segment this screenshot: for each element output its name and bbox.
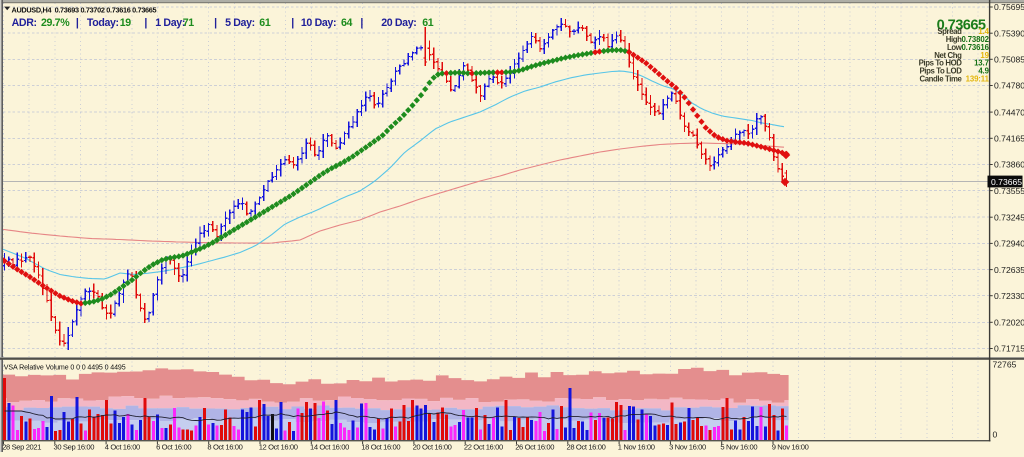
svg-text:Spread: Spread <box>937 27 962 36</box>
svg-text:0.74470: 0.74470 <box>994 107 1024 117</box>
svg-text:Candle Time: Candle Time <box>919 74 962 83</box>
svg-text:0.73802: 0.73802 <box>961 35 989 44</box>
svg-text:Pips To HOD: Pips To HOD <box>919 59 963 68</box>
svg-text:0.72635: 0.72635 <box>994 265 1024 275</box>
svg-text:28 Oct 16:00: 28 Oct 16:00 <box>567 443 606 452</box>
svg-text:139:11: 139:11 <box>966 74 990 83</box>
svg-text:10 Day:: 10 Day: <box>301 17 336 29</box>
svg-text:19: 19 <box>120 17 132 29</box>
svg-text:28 Sep 2021: 28 Sep 2021 <box>2 443 41 452</box>
svg-text:61: 61 <box>259 17 271 29</box>
svg-text:0.75695: 0.75695 <box>994 2 1024 12</box>
svg-text:0.72020: 0.72020 <box>994 318 1024 328</box>
svg-text:Pips To LOD: Pips To LOD <box>919 67 962 76</box>
svg-text:26 Oct 16:00: 26 Oct 16:00 <box>515 443 554 452</box>
svg-text:Today:: Today: <box>87 17 119 29</box>
svg-text:0.73665: 0.73665 <box>991 177 1022 187</box>
svg-text:0.74780: 0.74780 <box>994 81 1024 91</box>
svg-text:1.4: 1.4 <box>978 27 989 36</box>
svg-text:14 Oct 16:00: 14 Oct 16:00 <box>310 443 349 452</box>
svg-text:0.73860: 0.73860 <box>994 160 1024 170</box>
svg-text:64: 64 <box>341 17 353 29</box>
svg-text:71: 71 <box>183 17 195 29</box>
svg-text:|: | <box>144 17 147 29</box>
svg-text:0: 0 <box>993 430 998 440</box>
svg-text:0.73665: 0.73665 <box>937 17 986 33</box>
svg-text:12 Oct 16:00: 12 Oct 16:00 <box>259 443 298 452</box>
svg-text:0.74165: 0.74165 <box>994 134 1024 144</box>
svg-text:Low: Low <box>947 43 963 52</box>
svg-text:3 Nov 16:00: 3 Nov 16:00 <box>669 443 706 452</box>
svg-text:5 Nov 16:00: 5 Nov 16:00 <box>720 443 757 452</box>
svg-text:0.73245: 0.73245 <box>994 212 1024 222</box>
svg-text:1 Nov 16:00: 1 Nov 16:00 <box>618 443 655 452</box>
svg-text:4 Oct 16:00: 4 Oct 16:00 <box>105 443 140 452</box>
svg-text:|: | <box>76 17 79 29</box>
svg-text:0.75390: 0.75390 <box>994 28 1024 38</box>
svg-text:0.72940: 0.72940 <box>994 239 1024 249</box>
svg-text:9 Nov 16:00: 9 Nov 16:00 <box>772 443 809 452</box>
svg-text:0.72330: 0.72330 <box>994 291 1024 301</box>
svg-text:5 Day:: 5 Day: <box>225 17 255 29</box>
svg-text:13.7: 13.7 <box>974 59 989 68</box>
svg-text:20 Oct 16:00: 20 Oct 16:00 <box>413 443 452 452</box>
svg-text:0.73616: 0.73616 <box>961 43 989 52</box>
svg-text:Net Chg: Net Chg <box>934 51 962 60</box>
svg-text:AUDUSD,H4 0.73693 0.73702 0.7: AUDUSD,H4 0.73693 0.73702 0.73616 0.7366… <box>12 5 157 14</box>
svg-text:20 Day:: 20 Day: <box>381 17 416 29</box>
svg-text:30 Sep 16:00: 30 Sep 16:00 <box>54 443 95 452</box>
svg-text:VSA Relative Volume 0 0 0 4495: VSA Relative Volume 0 0 0 4495 0 4495 <box>4 364 126 372</box>
svg-text:29.7%: 29.7% <box>41 17 70 29</box>
svg-text:8 Oct 16:00: 8 Oct 16:00 <box>207 443 242 452</box>
svg-text:22 Oct 16:00: 22 Oct 16:00 <box>464 443 503 452</box>
svg-text:18 Oct 16:00: 18 Oct 16:00 <box>361 443 400 452</box>
svg-text:|: | <box>214 17 217 29</box>
svg-text:6 Oct 16:00: 6 Oct 16:00 <box>156 443 191 452</box>
svg-text:|: | <box>360 17 363 29</box>
svg-text:High: High <box>946 35 962 44</box>
svg-text:1 Day:: 1 Day: <box>155 17 185 29</box>
svg-text:19: 19 <box>980 51 989 60</box>
svg-text:61: 61 <box>422 17 434 29</box>
svg-text:72765: 72765 <box>993 360 1017 370</box>
svg-text:0.73555: 0.73555 <box>994 186 1024 196</box>
svg-text:0.75085: 0.75085 <box>994 55 1024 65</box>
svg-text:4.9: 4.9 <box>978 67 989 76</box>
svg-text:|: | <box>291 17 294 29</box>
svg-text:ADR:: ADR: <box>12 17 37 29</box>
svg-text:0.71715: 0.71715 <box>994 344 1024 354</box>
